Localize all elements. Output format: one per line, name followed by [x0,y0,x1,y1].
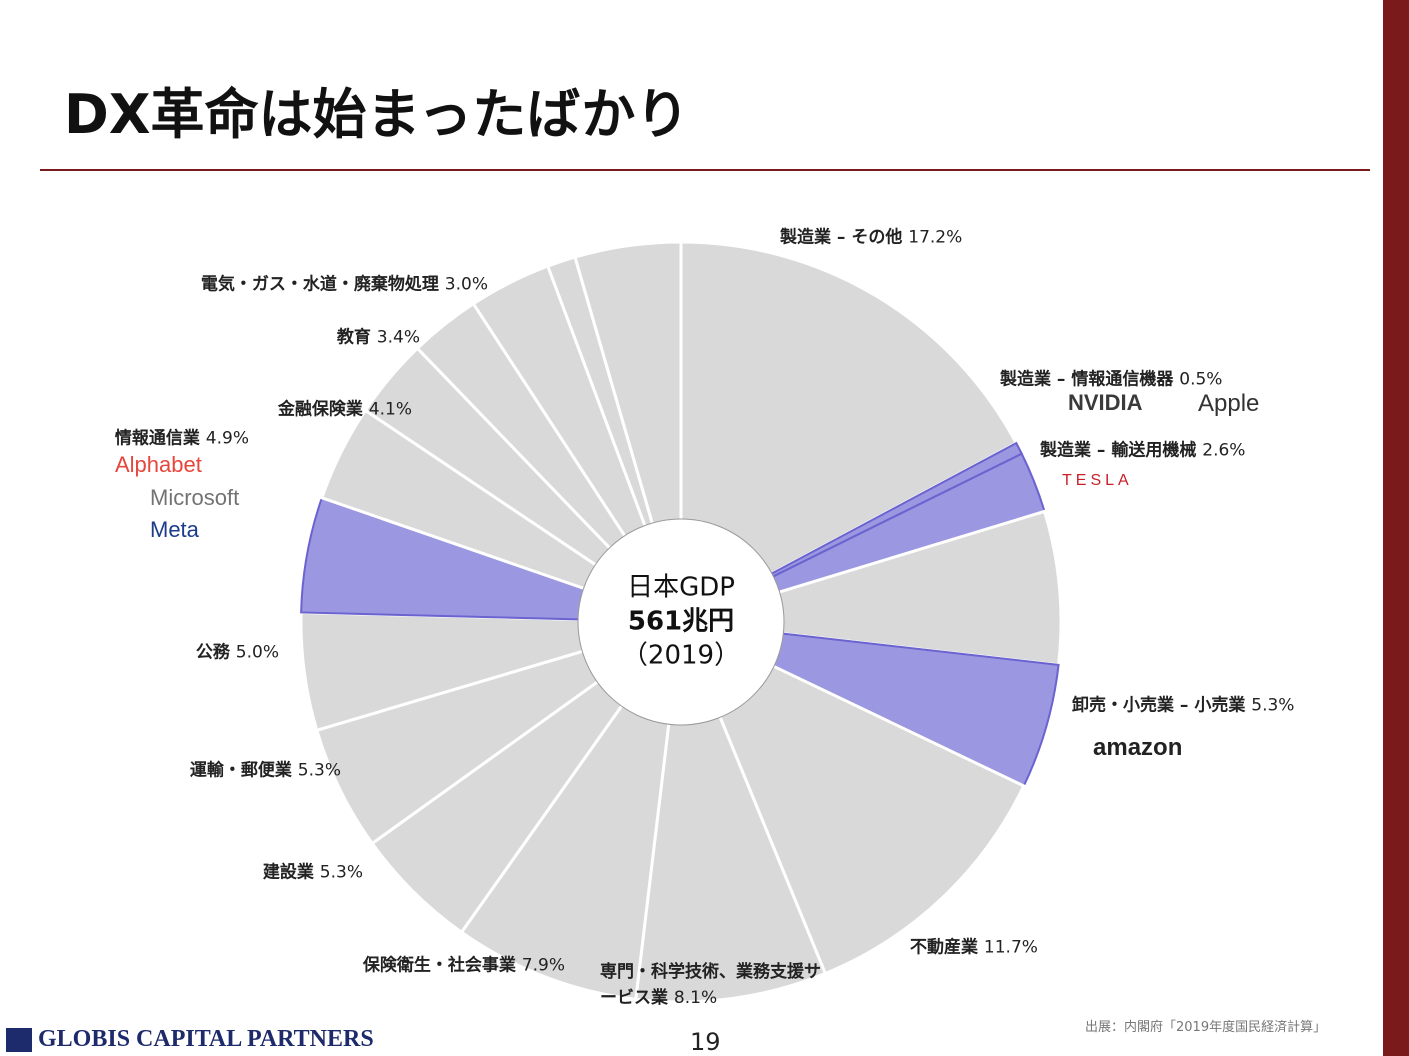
slice-label: 電気・ガス・水道・廃棄物処理 3.0% [201,270,488,295]
value-label: 5.3% [319,862,363,883]
value-label: 8.1% [673,988,718,1008]
footer: GLOBIS CAPITAL PARTNERS [38,1026,374,1052]
value-label: 4.1% [368,399,412,420]
category-label: 建設業 [262,862,314,883]
slice [678,618,1026,976]
value-label: 5.3% [1251,695,1295,716]
category-label: 金融保険業 [277,399,363,420]
category-label: 専門・科学技術、業務支援サービス業 [600,962,821,1008]
value-label: 11.7% [983,937,1038,958]
category-label: 運輸・郵便業 [189,760,292,781]
slice-label: 製造業 – 情報通信機器 0.5% [1000,365,1222,390]
category-label: 情報通信業 [114,428,200,449]
slice-label: 教育 3.4% [337,323,420,348]
logo-text: amazon [1093,734,1183,761]
slice-label: 建設業 5.3% [263,858,363,883]
logo-text: Microsoft [150,485,240,510]
value-label: 5.0% [235,642,279,663]
value-label: 4.9% [205,428,249,449]
logo-text: TESLA [1062,472,1133,489]
category-label: 公務 [195,642,230,663]
category-label: 電気・ガス・水道・廃棄物処理 [200,274,439,295]
value-label: 0.5% [1179,369,1223,390]
slice [459,621,683,1001]
value-label: 2.6% [1202,440,1246,461]
value-label: 5.3% [297,760,341,781]
value-label: 3.4% [376,327,420,348]
source: 出展：内閣府「2019年度国民経済計算」 [1085,1020,1327,1035]
category-label: 製造業 – その他 [780,227,903,248]
slice-label: 卸売・小売業 – 小売業 5.3% [1072,691,1294,716]
category-label: 卸売・小売業 – 小売業 [1072,695,1246,716]
center-hole [577,518,785,726]
slice-label: 公務 5.0% [196,638,279,663]
value-label: 7.9% [521,955,565,976]
center-label: （2019） [622,641,740,671]
title-rule [40,169,1370,171]
value-label: 17.2% [908,227,963,248]
slice-label: 専門・科学技術、業務支援サービス業 8.1% [600,959,830,1011]
slide-title: DX革命は始まったばかり [64,83,690,146]
category-label: 不動産業 [910,937,978,958]
category-label: 保険衛生・社会事業 [362,955,516,976]
side-bar [1383,0,1409,1056]
value-label: 3.0% [444,274,488,295]
logo-text: Alphabet [115,452,202,477]
slice-label: 不動産業 11.7% [910,933,1038,958]
slice-label: 製造業 – 輸送用機械 2.6% [1040,436,1245,461]
page-number: 19 [690,1028,721,1056]
category-label: 教育 [336,327,371,348]
center-label: 561兆円 [628,607,734,637]
slice-label: 製造業 – その他 17.2% [780,223,962,248]
logo-text: NVIDIA [1068,390,1143,415]
slice-label: 金融保険業 4.1% [278,395,412,420]
logo-text: Meta [150,517,199,542]
center-label: 日本GDP [627,573,735,603]
footer-icon [6,1028,32,1052]
category-label: 製造業 – 輸送用機械 [1040,440,1197,461]
category-label: 製造業 – 情報通信機器 [1000,369,1174,390]
slice-label: 情報通信業 4.9% [115,424,249,449]
slice [679,240,1019,625]
logo-text: Apple [1198,390,1260,417]
slice-label: 保険衛生・社会事業 7.9% [363,951,565,976]
slice-label: 運輸・郵便業 5.3% [190,756,341,781]
